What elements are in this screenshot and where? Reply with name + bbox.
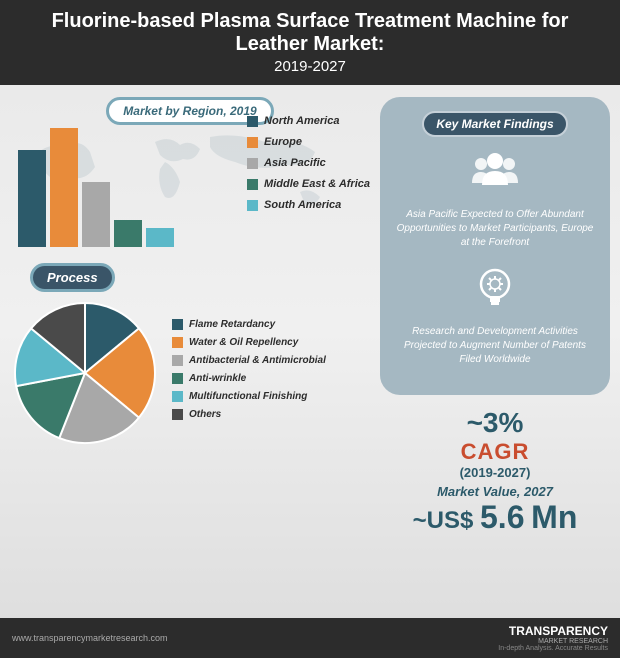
process-badge: Process: [30, 263, 115, 292]
footer: www.transparencymarketresearch.com TRANS…: [0, 618, 620, 658]
finding-item-0: Asia Pacific Expected to Offer Abundant …: [392, 147, 598, 250]
process-section: Process Flame Retardancy Water & Oil Repe…: [10, 263, 370, 448]
market-value-label: Market Value, 2027: [380, 484, 610, 499]
pie-legend-row-1: Water & Oil Repellency: [172, 337, 326, 348]
finding-text-0: Asia Pacific Expected to Offer Abundant …: [392, 208, 598, 250]
region-legend-row-1: Europe: [247, 136, 370, 148]
finding-text-1: Research and Development Activities Proj…: [392, 325, 598, 367]
footer-logo: TRANSPARENCY MARKET RESEARCH: [498, 624, 608, 645]
pie-legend-row-4: Multifunctional Finishing: [172, 391, 326, 402]
pie-legend-row-0: Flame Retardancy: [172, 319, 326, 330]
bar-2: [82, 182, 110, 247]
region-chart-area: Market by Region, 2019 North AmericaEuro…: [10, 97, 370, 247]
finding-item-1: Research and Development Activities Proj…: [392, 264, 598, 367]
infographic-container: Fluorine-based Plasma Surface Treatment …: [0, 0, 620, 658]
findings-title: Key Market Findings: [422, 111, 567, 137]
logo-main: TRANSPARENCY: [509, 624, 608, 638]
findings-title-wrap: Key Market Findings: [392, 111, 598, 137]
pie-legend-row-3: Anti-wrinkle: [172, 373, 326, 384]
cagr-years: (2019-2027): [380, 465, 610, 480]
mv-prefix: ~US$: [413, 507, 474, 534]
pie-legend-row-5: Others: [172, 409, 326, 420]
bar-3: [114, 220, 142, 248]
market-value: ~US$ 5.6 Mn: [380, 499, 610, 536]
findings-box: Key Market Findings Asia Pacific Expecte…: [380, 97, 610, 395]
footer-logo-area: TRANSPARENCY MARKET RESEARCH In-depth An…: [498, 624, 608, 652]
pie-legend: Flame Retardancy Water & Oil Repellency An…: [172, 319, 326, 427]
people-icon: [470, 147, 520, 197]
region-legend: North America Europe Asia Pacific Middle Ea…: [247, 115, 370, 220]
bulb-gear-icon: [470, 264, 520, 314]
main-title: Fluorine-based Plasma Surface Treatment …: [16, 10, 604, 56]
region-legend-row-3: Middle East & Africa: [247, 178, 370, 190]
right-column: Key Market Findings Asia Pacific Expecte…: [380, 97, 610, 536]
left-column: Market by Region, 2019 North AmericaEuro…: [10, 97, 370, 536]
bar-0: [18, 150, 46, 248]
logo-sub: MARKET RESEARCH: [498, 638, 608, 645]
bar-4: [146, 228, 174, 247]
region-legend-row-4: South America: [247, 199, 370, 211]
pie-legend-row-2: Antibacterial & Antimicrobial: [172, 355, 326, 366]
mv-unit: Mn: [531, 499, 577, 535]
title-years: 2019-2027: [16, 58, 604, 75]
bar-chart-bars: [18, 117, 174, 247]
region-legend-row-0: North America: [247, 115, 370, 127]
region-legend-row-2: Asia Pacific: [247, 157, 370, 169]
mv-number: 5.6: [480, 499, 524, 535]
title-bar: Fluorine-based Plasma Surface Treatment …: [0, 0, 620, 85]
content-area: Market by Region, 2019 North AmericaEuro…: [0, 85, 620, 548]
cagr-label: CAGR: [380, 439, 610, 465]
stats-area: ~3% CAGR (2019-2027) Market Value, 2027 …: [380, 407, 610, 536]
footer-url: www.transparencymarketresearch.com: [12, 633, 168, 643]
pie-area: Flame Retardancy Water & Oil Repellency An…: [10, 298, 370, 448]
cagr-percent: ~3%: [380, 407, 610, 439]
pie-chart: [10, 298, 160, 448]
footer-tagline: In-depth Analysis. Accurate Results: [498, 645, 608, 652]
bar-1: [50, 128, 78, 247]
